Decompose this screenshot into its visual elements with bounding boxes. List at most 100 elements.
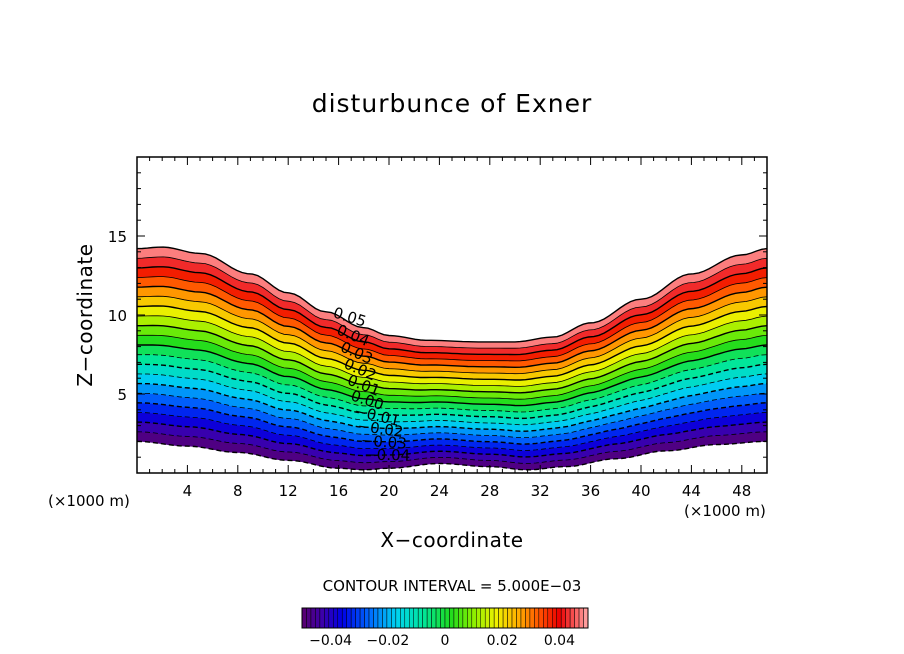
colorbar-cell <box>422 607 428 629</box>
colorbar-cell <box>301 607 307 629</box>
colorbar-cell <box>538 607 544 629</box>
colorbar: −0.04 −0.02 0 0.02 0.04 <box>301 607 589 649</box>
colorbar-cell <box>444 607 450 629</box>
contour-line <box>137 315 767 387</box>
colorbar-cell <box>578 607 584 629</box>
x-tick-label: 16 <box>329 482 348 500</box>
colorbar-cell <box>324 607 330 629</box>
colorbar-cell <box>391 607 397 629</box>
colorbar-cell <box>534 607 540 629</box>
x-tick-label: 28 <box>480 482 499 500</box>
colorbar-cell <box>547 607 553 629</box>
colorbar-cell <box>480 607 486 629</box>
y-tick-label: 15 <box>108 228 127 246</box>
colorbar-tick-label: 0.04 <box>544 633 575 649</box>
contour-line <box>137 412 767 451</box>
colorbar-tick-labels: −0.04 −0.02 0 0.02 0.04 <box>309 633 575 649</box>
x-tick-label: 32 <box>531 482 550 500</box>
y-axis-ticks: 5 10 15 <box>108 172 767 458</box>
colorbar-cell <box>484 607 490 629</box>
colorbar-cell <box>440 607 446 629</box>
contour-line <box>137 431 767 464</box>
colorbar-cell <box>368 607 374 629</box>
colorbar-cell <box>507 607 513 629</box>
x-tick-label: 20 <box>379 482 398 500</box>
colorbar-cell <box>569 607 575 629</box>
colorbar-cell <box>319 607 325 629</box>
colorbar-cell <box>511 607 517 629</box>
colorbar-cell <box>333 607 338 629</box>
y-tick-label: 5 <box>117 386 127 404</box>
contour-line <box>137 266 767 356</box>
colorbar-cell <box>462 607 468 629</box>
colorbar-cell <box>525 607 531 629</box>
contour-line <box>137 344 767 407</box>
contour-line <box>137 382 767 432</box>
colorbar-cell <box>404 607 410 629</box>
contour-line <box>137 363 767 420</box>
x-tick-label: 24 <box>430 482 449 500</box>
colorbar-cell <box>341 607 347 629</box>
colorbar-cell <box>355 607 361 629</box>
colorbar-frame <box>301 607 589 629</box>
contour-fills <box>137 246 767 471</box>
contour-label: −0.03 <box>360 431 407 452</box>
x-tick-label: 12 <box>279 482 298 500</box>
colorbar-cell <box>431 607 437 629</box>
contour-line <box>137 324 767 394</box>
colorbar-cell <box>426 607 432 629</box>
colorbar-tick-label: 0 <box>441 633 450 649</box>
contour-line <box>137 285 767 369</box>
contour-line <box>137 334 767 400</box>
colorbar-cell <box>400 607 406 629</box>
colorbar-cell <box>560 607 566 629</box>
x-tick-label: 36 <box>581 482 600 500</box>
colorbar-cell <box>471 607 477 629</box>
contour-line <box>137 256 767 349</box>
colorbar-tick-label: 0.02 <box>487 633 518 649</box>
colorbar-cell <box>413 607 419 629</box>
contour-line <box>137 276 767 362</box>
colorbar-cell <box>306 607 312 629</box>
colorbar-cell <box>552 607 557 629</box>
x-tick-label: 40 <box>631 482 650 500</box>
colorbar-cell <box>364 607 370 629</box>
colorbar-cell <box>449 607 455 629</box>
colorbar-cells <box>301 607 589 629</box>
colorbar-cell <box>467 607 473 629</box>
x-axis-ticks: 4 8 12 16 20 24 28 32 36 40 44 48 <box>149 157 755 500</box>
x-unit-left: (×1000 m) <box>48 492 130 510</box>
colorbar-cell <box>565 607 571 629</box>
colorbar-cell <box>417 607 423 629</box>
colorbar-cell <box>382 607 388 629</box>
colorbar-cell <box>520 607 526 629</box>
colorbar-cell <box>476 607 481 629</box>
colorbar-tick-label: −0.02 <box>366 633 409 649</box>
contour-line <box>137 421 767 458</box>
y-tick-label: 10 <box>108 307 127 325</box>
colorbar-cell <box>359 607 365 629</box>
colorbar-cell <box>453 607 459 629</box>
colorbar-cell <box>529 607 535 629</box>
contour-line <box>137 440 767 471</box>
colorbar-cell <box>574 607 580 629</box>
colorbar-cell <box>373 607 379 629</box>
colorbar-cell <box>328 607 334 629</box>
y-axis-label: Z−coordinate <box>73 243 97 386</box>
colorbar-cell <box>386 607 392 629</box>
contour-line <box>137 402 767 445</box>
contour-interval-text: CONTOUR INTERVAL = 5.000E−03 <box>323 577 582 595</box>
x-tick-label: 4 <box>183 482 193 500</box>
colorbar-cell <box>350 607 356 629</box>
colorbar-cell <box>516 607 522 629</box>
colorbar-cell <box>337 607 343 629</box>
colorbar-tick-label: −0.04 <box>309 633 352 649</box>
x-unit-right: (×1000 m) <box>684 502 766 520</box>
contour-line <box>137 246 767 343</box>
x-tick-label: 48 <box>732 482 751 500</box>
contour-line <box>137 392 767 438</box>
contour-lines <box>137 246 767 471</box>
colorbar-cell <box>310 607 316 629</box>
contour-line <box>137 305 767 381</box>
